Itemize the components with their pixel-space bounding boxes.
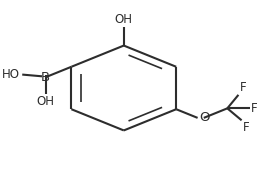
Text: F: F — [251, 102, 257, 115]
Text: OH: OH — [115, 13, 133, 26]
Text: HO: HO — [2, 68, 20, 81]
Text: OH: OH — [37, 95, 55, 108]
Text: O: O — [199, 111, 209, 124]
Text: F: F — [243, 121, 250, 134]
Text: F: F — [240, 81, 246, 94]
Text: B: B — [41, 71, 50, 84]
